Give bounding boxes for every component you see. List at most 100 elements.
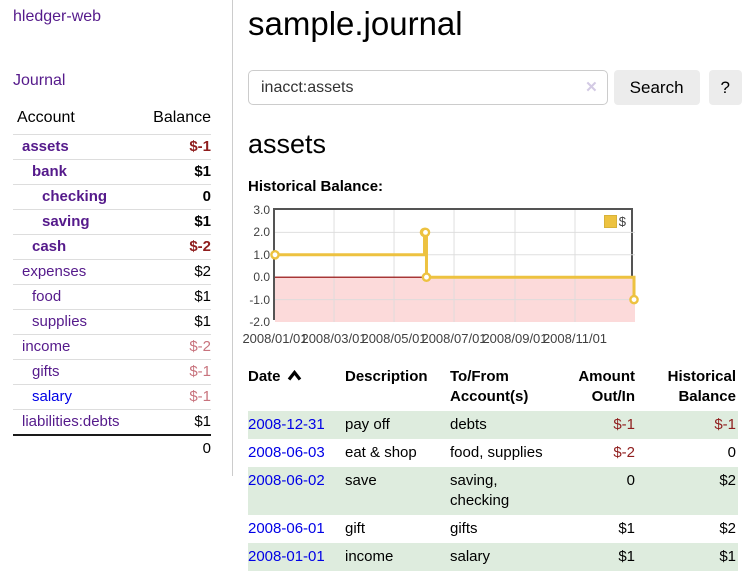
x-axis-tick-label: 2008/09/01 — [482, 331, 548, 346]
sidebar: hledger-web Journal Account Balance asse… — [0, 0, 233, 476]
accounts-total-value: 0 — [202, 440, 211, 457]
y-axis-tick-label: 1.0 — [253, 247, 270, 262]
search-button[interactable]: Search — [613, 70, 700, 105]
register-column-header: To/From Account(s) — [450, 368, 529, 405]
transaction-description: eat & shop — [345, 444, 417, 461]
transaction-amount: $-1 — [613, 416, 635, 433]
transaction-balance: $2 — [719, 520, 736, 537]
clear-search-icon[interactable]: ✕ — [585, 79, 598, 96]
account-row: bank $1 — [13, 159, 211, 185]
transaction-row: 2008-12-31 pay off debts $-1 $-1 — [248, 411, 738, 439]
page-title: sample.journal — [248, 5, 463, 42]
y-axis-tick-label: 2.0 — [253, 225, 270, 240]
transaction-row: 2008-01-01 income salary $1 $1 — [248, 543, 738, 571]
transaction-date-link[interactable]: 2008-06-03 — [248, 444, 325, 461]
transaction-row: 2008-06-02 save saving, checking 0 $2 — [248, 467, 738, 515]
y-axis-tick-label: 0.0 — [253, 270, 270, 285]
transaction-amount: $1 — [618, 548, 635, 565]
search-input[interactable] — [248, 70, 608, 105]
register-column-header: Historical Balance — [667, 368, 736, 405]
account-balance: $-1 — [189, 363, 211, 380]
app-title-link[interactable]: hledger-web — [13, 8, 102, 25]
account-row: checking 0 — [13, 184, 211, 210]
chart-title: Historical Balance: — [248, 178, 384, 195]
account-balance: 0 — [202, 188, 211, 205]
account-balance: $1 — [194, 288, 211, 305]
account-balance: $-2 — [189, 338, 211, 355]
transaction-accounts: food, supplies — [450, 444, 543, 461]
account-row: cash $-2 — [13, 234, 211, 260]
account-link[interactable]: cash — [32, 238, 67, 255]
y-axis-tick-label: 3.0 — [253, 203, 270, 217]
transaction-amount: $-2 — [613, 444, 635, 461]
register-column-header[interactable]: Date — [248, 364, 345, 411]
register-header-row: Date Description To/From Account(s) Amount … — [248, 364, 738, 411]
account-balance: $-1 — [189, 138, 211, 155]
transaction-accounts: salary — [450, 548, 491, 565]
x-axis-tick-label: 2008/05/01 — [361, 331, 427, 346]
transaction-balance: 0 — [727, 444, 736, 461]
transaction-date-link[interactable]: 2008-06-02 — [248, 472, 325, 489]
transaction-date-link[interactable]: 2008-06-01 — [248, 520, 325, 537]
transaction-amount: 0 — [626, 472, 635, 489]
account-link[interactable]: liabilities:debts — [22, 413, 120, 430]
accounts-tbody: assets $-1 bank $1 checking 0 saving $1 cash $-2 e… — [13, 134, 211, 436]
chart-plot: $ — [270, 208, 639, 322]
sort-ascending-icon — [287, 367, 302, 387]
transaction-accounts: debts — [450, 416, 487, 433]
account-link[interactable]: salary — [32, 388, 73, 405]
account-link[interactable]: assets — [22, 138, 69, 155]
account-row: assets $-1 — [13, 134, 211, 160]
transaction-amount: $1 — [618, 520, 635, 537]
x-axis-tick-label: 2008/11/01 — [542, 331, 608, 346]
account-balance: $1 — [194, 163, 211, 180]
account-link[interactable]: gifts — [32, 363, 60, 380]
account-link[interactable]: income — [22, 338, 71, 355]
account-balance: $1 — [194, 413, 211, 430]
account-link[interactable]: food — [32, 288, 62, 305]
transaction-balance: $-1 — [714, 416, 736, 433]
y-axis-tick-label: -2.0 — [249, 315, 270, 329]
accounts-total-spacer — [13, 435, 138, 462]
help-button[interactable]: ? — [708, 70, 742, 105]
historical-balance-chart: $ 3.0 2.0 1.0 0.0 -1.0 -2.0 2008/01/01 2008/03/… — [242, 203, 742, 346]
account-balance: $-1 — [189, 388, 211, 405]
account-link[interactable]: saving — [42, 213, 90, 230]
register-tbody: 2008-12-31 pay off debts $-1 $-1 2008-06-03 ea… — [248, 411, 738, 571]
account-balance: $1 — [194, 313, 211, 330]
main-content: sample.journal ✕ Search ? assets Histori… — [242, 0, 742, 571]
transaction-date-link[interactable]: 2008-01-01 — [248, 548, 325, 565]
transaction-description: gift — [345, 520, 366, 537]
x-axis-tick-label: 2008/07/01 — [421, 331, 487, 346]
legend-label: $ — [618, 214, 626, 229]
transaction-row: 2008-06-01 gift gifts $1 $2 — [248, 515, 738, 543]
register-column-header: Description — [345, 368, 428, 385]
search-form: ✕ Search ? — [248, 70, 742, 105]
transaction-row: 2008-06-03 eat & shop food, supplies $-2 0 — [248, 439, 738, 467]
account-row: expenses $2 — [13, 259, 211, 285]
x-axis-tick-label: 2008/01/01 — [242, 331, 308, 346]
transaction-description: pay off — [345, 416, 390, 433]
account-link[interactable]: supplies — [32, 313, 88, 330]
sidebar-item-journal[interactable]: Journal — [13, 72, 66, 89]
account-row: income $-2 — [13, 334, 211, 360]
account-balance: $-2 — [189, 238, 211, 255]
account-link[interactable]: checking — [42, 188, 108, 205]
legend-swatch-icon — [603, 215, 617, 228]
account-row: liabilities:debts $1 — [13, 409, 211, 436]
account-row: salary $-1 — [13, 384, 211, 410]
account-row: supplies $1 — [13, 309, 211, 335]
account-heading: assets — [248, 129, 327, 159]
account-link[interactable]: expenses — [22, 263, 87, 280]
transaction-balance: $1 — [719, 548, 736, 565]
y-axis-tick-label: -1.0 — [249, 292, 270, 307]
transaction-date-link[interactable]: 2008-12-31 — [248, 416, 325, 433]
transaction-accounts: gifts — [450, 520, 478, 537]
chart-legend: $ — [601, 213, 628, 230]
account-link[interactable]: bank — [32, 163, 68, 180]
transaction-accounts: saving, checking — [450, 472, 510, 509]
account-row: food $1 — [13, 284, 211, 310]
account-row: gifts $-1 — [13, 359, 211, 385]
x-axis-tick-label: 2008/03/01 — [301, 331, 367, 346]
account-balance: $1 — [194, 213, 211, 230]
